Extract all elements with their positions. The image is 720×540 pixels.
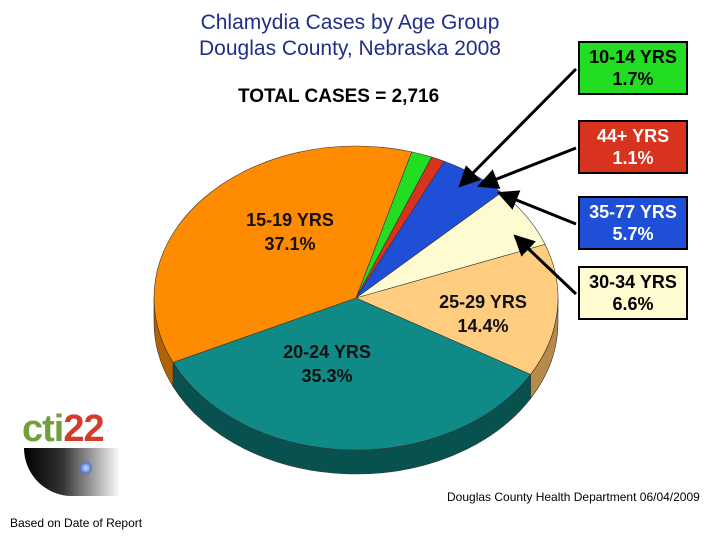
chart-title-line2: Douglas County, Nebraska 2008 [199, 37, 501, 60]
callout-value-35-77-yrs: 5.7% [612, 224, 654, 244]
logo-dot-icon [80, 462, 92, 474]
cti22-logo: cti22 [22, 408, 105, 451]
callout-arrow-30-34-yrs [513, 234, 578, 296]
total-cases-label: TOTAL CASES = 2,716 [238, 86, 440, 107]
slice-label-15-19-yrs: 15-19 YRS 37.1% [246, 210, 334, 254]
pie-slice-25-29-yrs [355, 244, 559, 375]
callout-label-30-34-yrs: 30-34 YRS [589, 272, 677, 292]
footnote: Based on Date of Report [10, 516, 143, 530]
callout-label-10-14-yrs: 10-14 YRS [589, 47, 677, 67]
callout-label-44-yrs: 44+ YRS [596, 126, 670, 146]
logo-text-part2: 22 [63, 408, 104, 450]
callout-value-10-14-yrs: 1.7% [612, 69, 654, 89]
callout-value-30-34-yrs: 6.6% [612, 294, 654, 314]
callout-arrow-35-77-yrs [497, 190, 577, 226]
callout-arrow-10-14-yrs [458, 67, 578, 188]
callout-30-34-yrs: 30-34 YRS 6.6% [578, 266, 688, 320]
callout-44-yrs: 44+ YRS 1.1% [578, 120, 688, 174]
slice-label-25-29-yrs: 25-29 YRS 14.4% [439, 292, 527, 336]
chart-title: Chlamydia Cases by Age Group Douglas Cou… [120, 10, 580, 62]
callout-35-77-yrs: 35-77 YRS 5.7% [578, 196, 688, 250]
chart-title-line1: Chlamydia Cases by Age Group [200, 11, 500, 34]
callout-arrow-44-yrs [477, 146, 577, 189]
slice-label-20-24-yrs: 20-24 YRS 35.3% [283, 342, 371, 386]
source-credit: Douglas County Health Department 06/04/2… [447, 490, 700, 504]
pie-slice-20-24-yrs [172, 297, 532, 451]
callout-label-35-77-yrs: 35-77 YRS [589, 202, 677, 222]
callout-value-44-yrs: 1.1% [612, 148, 654, 168]
callout-10-14-yrs: 10-14 YRS 1.7% [578, 41, 688, 95]
pie-slice-15-19-yrs [153, 145, 413, 363]
logo-text-part1: cti [22, 408, 64, 450]
